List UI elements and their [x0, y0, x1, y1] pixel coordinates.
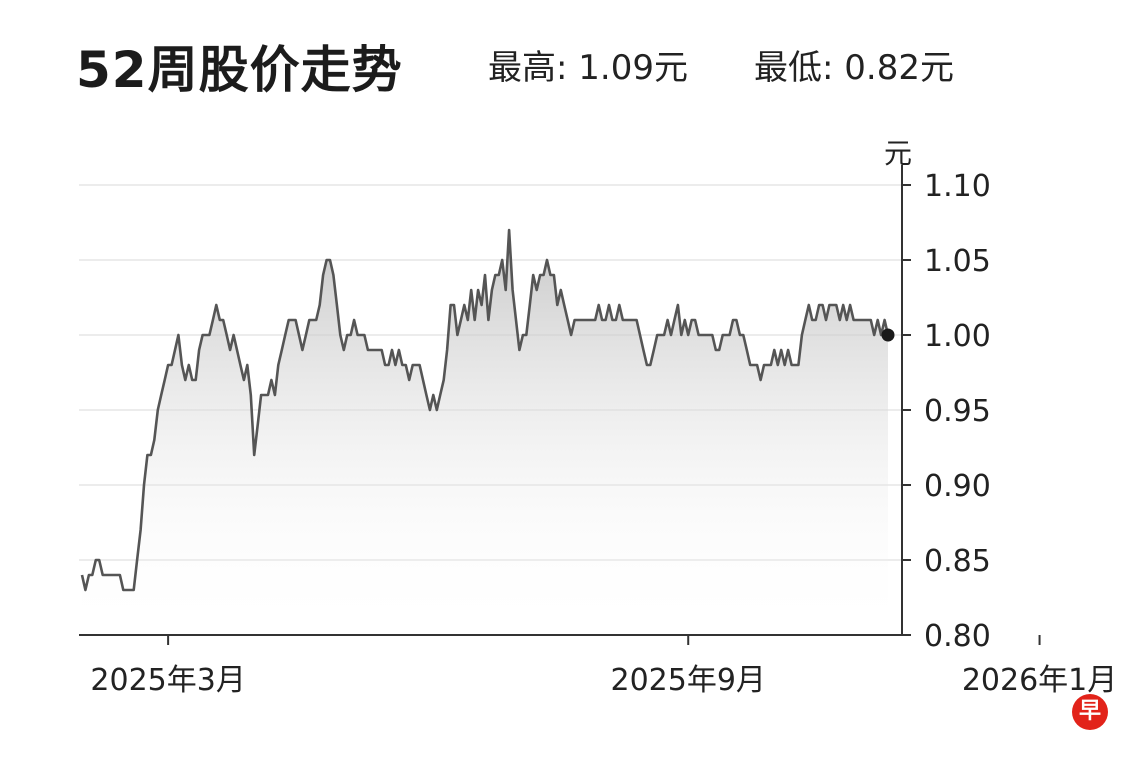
axes: 0.80 0.85 0.90 0.95 1.00 1.05 1.10 2025年3月 2025年… — [79, 165, 1117, 698]
y-tick-label: 0.85 — [924, 544, 991, 579]
x-tick-label: 2025年3月 — [90, 663, 245, 698]
y-tick-label: 1.05 — [924, 244, 991, 279]
x-tick-label: 2026年1月 — [962, 663, 1117, 698]
y-tick-label: 0.95 — [924, 394, 991, 429]
chart-title: 52周股价走势 — [76, 41, 403, 99]
y-tick-label: 1.10 — [924, 169, 991, 204]
y-axis-unit: 元 — [884, 137, 912, 170]
y-tick-label: 1.00 — [924, 319, 991, 354]
y-tick-label: 0.80 — [924, 619, 991, 654]
price-line — [80, 228, 890, 592]
y-tick-label: 0.90 — [924, 469, 991, 504]
low-price-stat: 最低: 0.82元 — [754, 48, 954, 88]
x-tick-label: 2025年9月 — [611, 663, 766, 698]
publisher-logo: 早 — [1072, 694, 1108, 730]
high-price-stat: 最高: 1.09元 — [488, 48, 688, 88]
latest-price-dot — [881, 328, 895, 342]
